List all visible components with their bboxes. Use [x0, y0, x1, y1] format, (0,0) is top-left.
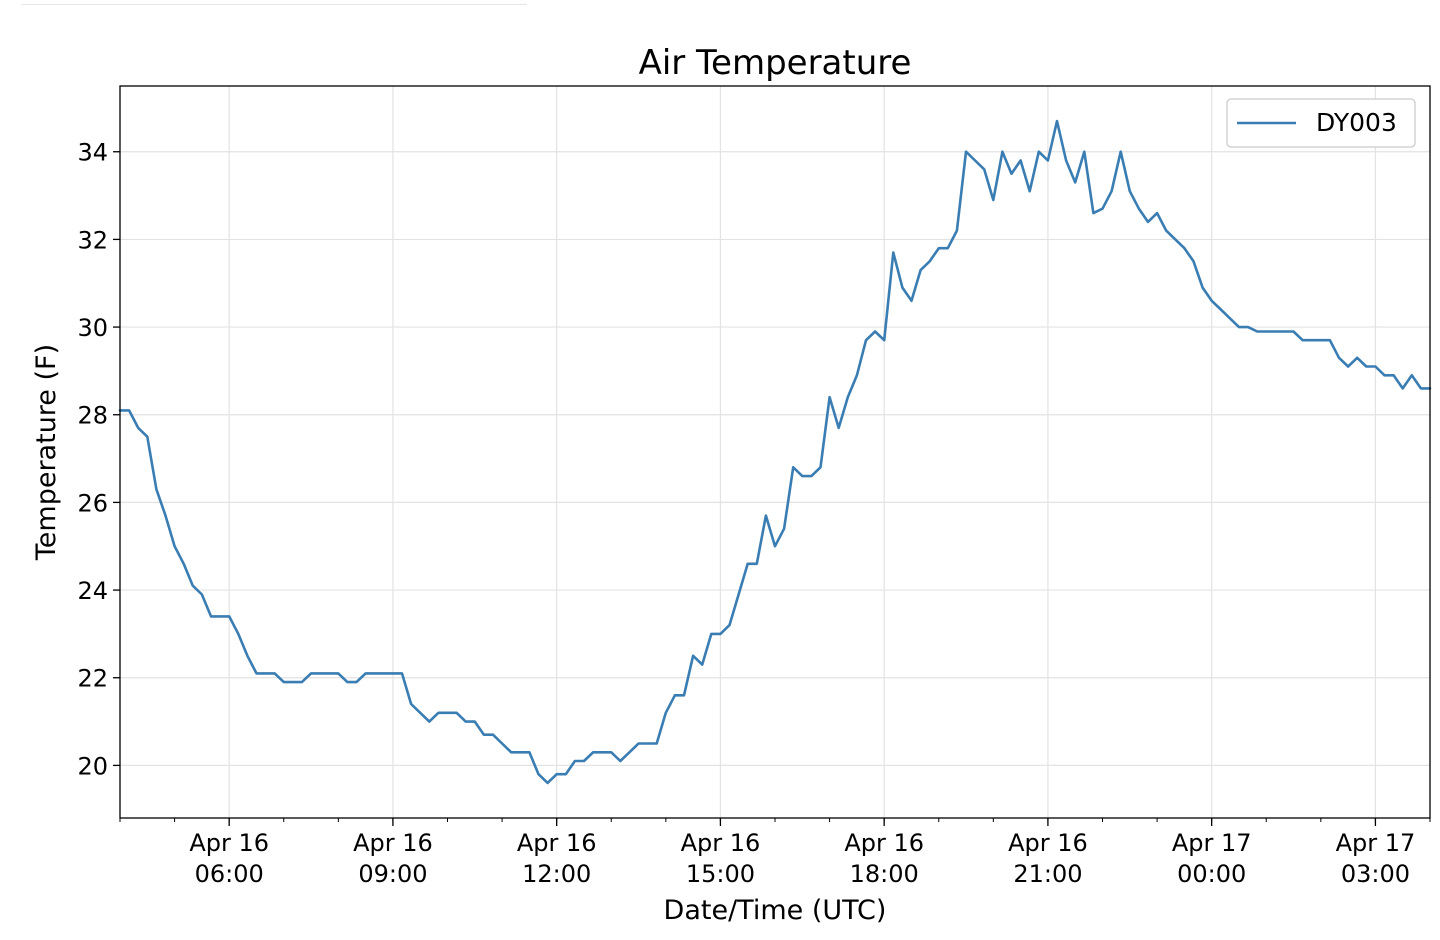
- x-tick-label-time: 15:00: [686, 860, 755, 888]
- x-tick-label-date: Apr 16: [189, 829, 269, 857]
- x-tick-label-date: Apr 16: [1008, 829, 1088, 857]
- grid: [120, 86, 1430, 818]
- x-tick-label-date: Apr 16: [353, 829, 433, 857]
- x-tick-label-time: 12:00: [522, 860, 591, 888]
- x-axis-title: Date/Time (UTC): [664, 895, 887, 926]
- series-line-dy003: [118, 119, 1432, 785]
- legend-box: [1226, 98, 1416, 148]
- y-tick-label: 30: [77, 314, 108, 342]
- x-tick-label-time: 03:00: [1341, 860, 1410, 888]
- x-tick-label-time: 00:00: [1177, 860, 1246, 888]
- y-tick-label: 24: [77, 577, 108, 605]
- x-tick-label-time: 18:00: [850, 860, 919, 888]
- x-tick-label-date: Apr 17: [1336, 829, 1416, 857]
- top-divider: [22, 4, 527, 5]
- x-tick-label-date: Apr 16: [517, 829, 597, 857]
- x-tick-label-date: Apr 16: [844, 829, 924, 857]
- x-tick-label-date: Apr 17: [1172, 829, 1252, 857]
- x-tick-label-date: Apr 16: [681, 829, 761, 857]
- x-tick-label-time: 21:00: [1013, 860, 1082, 888]
- legend: DY003: [1226, 98, 1416, 148]
- y-axis-title: Temperature (F): [31, 344, 62, 561]
- chart-title: Air Temperature: [639, 43, 912, 83]
- y-tick-label: 34: [77, 139, 108, 167]
- y-tick-label: 26: [77, 489, 108, 517]
- x-tick-label-time: 09:00: [358, 860, 427, 888]
- legend-label-dy003: DY003: [1316, 108, 1397, 137]
- x-tick-label-time: 06:00: [195, 860, 264, 888]
- plot-area-frame: [119, 85, 1431, 819]
- axis-ticks: 20 22 24 26 28 30 32 34 Apr 16 06:00 Apr 16 09:00 Ap…: [77, 139, 1431, 888]
- y-tick-label: 32: [77, 226, 108, 254]
- y-tick-label: 20: [77, 752, 108, 780]
- y-tick-label: 22: [77, 665, 108, 693]
- y-tick-label: 28: [77, 402, 108, 430]
